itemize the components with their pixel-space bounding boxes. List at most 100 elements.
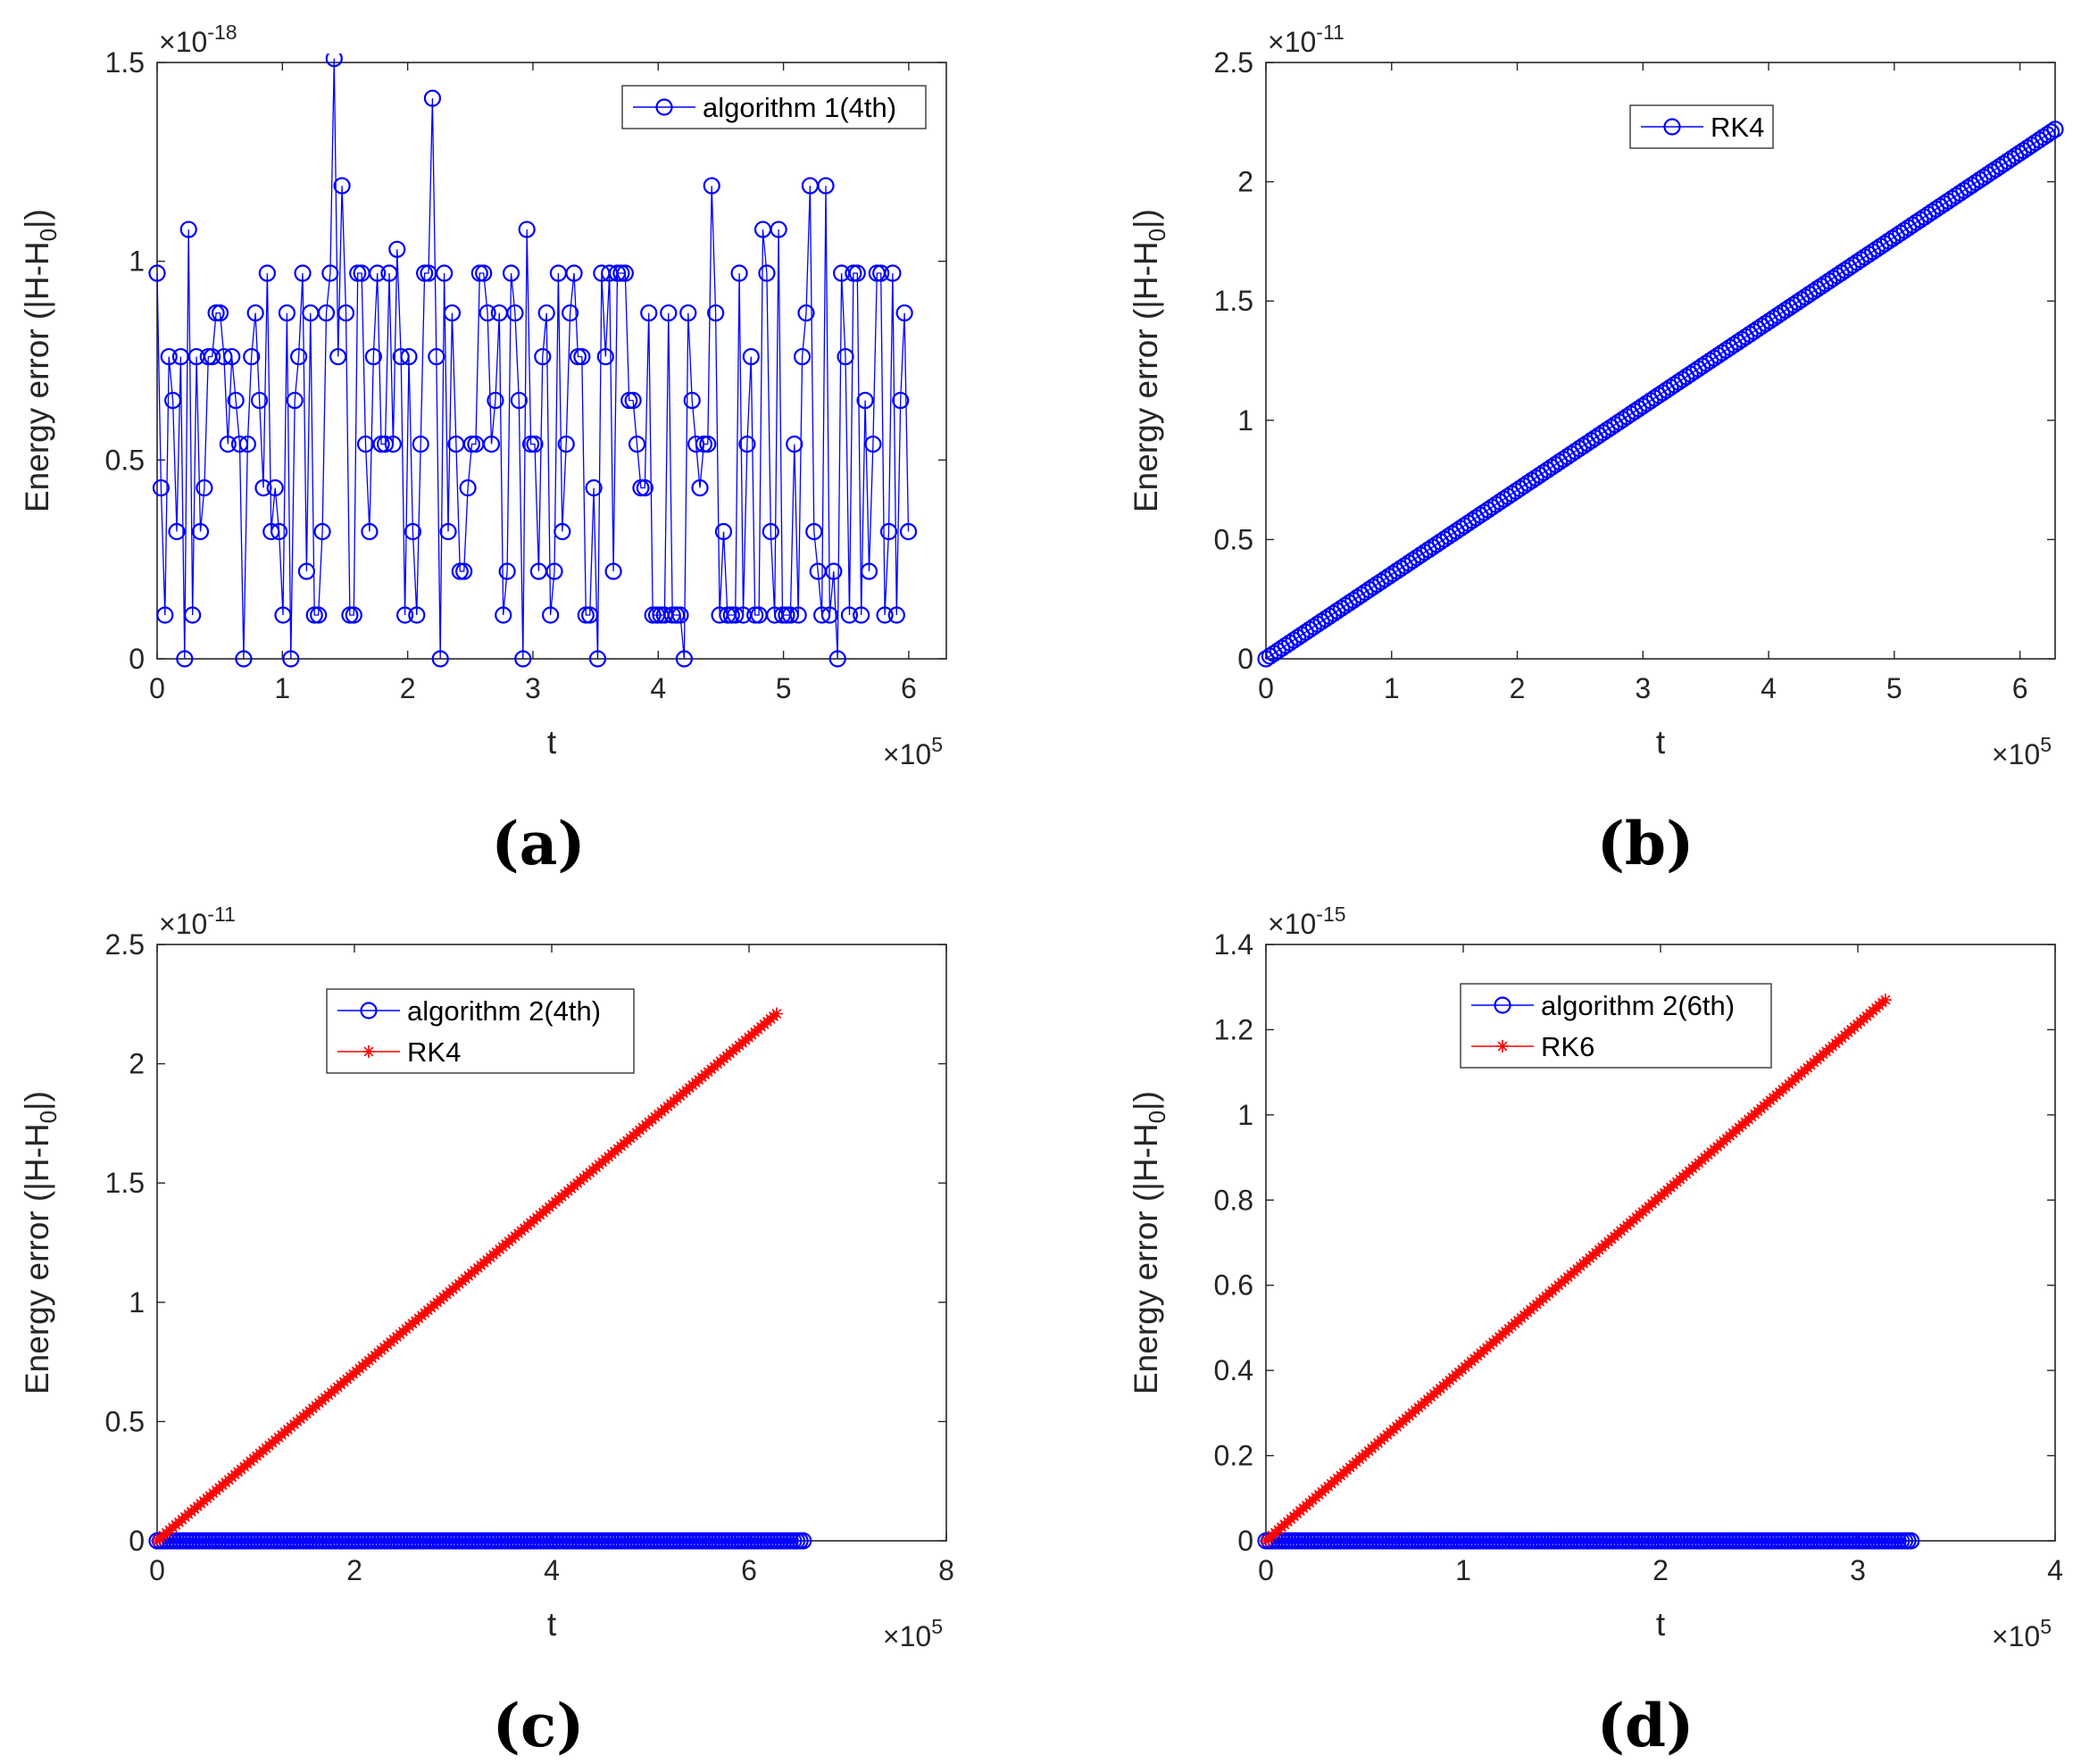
series-0-point (565, 264, 583, 282)
x-multiplier-base: ×10 (883, 1620, 931, 1652)
y-tick-label: 1.5 (105, 46, 145, 79)
series-0-point (321, 264, 339, 282)
series-0-point (2046, 121, 2064, 138)
series-0-point (156, 606, 174, 624)
y-tick-label: 2 (129, 1048, 145, 1080)
series-0-point (384, 435, 402, 453)
y-multiplier-base: ×10 (1268, 26, 1316, 58)
series-0-point (786, 435, 803, 453)
y-tick-label: 0.4 (1214, 1354, 1253, 1386)
legend-label-1: RK4 (407, 1036, 461, 1068)
y-tick-label: 2.5 (105, 928, 145, 961)
series-1-point (1878, 994, 1892, 1007)
series-0-point (518, 220, 536, 238)
y-tick-label: 0 (129, 1525, 145, 1557)
series-0-point (388, 240, 406, 258)
series-0-point (820, 606, 839, 624)
x-tick-label: 4 (1761, 672, 1777, 704)
y-multiplier: ×10-11 (159, 903, 236, 940)
x-tick-label: 6 (901, 672, 917, 704)
y-tick-label: 2.5 (1214, 46, 1253, 79)
y-multiplier-base: ×10 (159, 26, 207, 58)
series-0-point (879, 522, 898, 541)
series-0-point (707, 304, 725, 322)
series-0-point (679, 304, 697, 322)
series-0-point (895, 304, 913, 322)
series-0-point (848, 264, 866, 282)
y-multiplier: ×10-11 (1268, 21, 1345, 58)
y-axis-label-main: Energy error (|H-H (1128, 1123, 1164, 1394)
series-0-point (337, 304, 355, 322)
legend-label-0: RK4 (1711, 112, 1764, 143)
series-0-point (675, 650, 693, 668)
y-tick-label: 2 (1237, 166, 1253, 198)
y-axis-label-main: Energy error (|H-H (19, 1123, 55, 1394)
series-0-point (204, 347, 221, 366)
y-tick-label: 1 (129, 1286, 145, 1319)
series-0-point (534, 347, 552, 366)
series-0-point (278, 304, 296, 322)
series-0-point (369, 264, 387, 282)
series-0-point (793, 347, 812, 366)
x-multiplier-exp: 5 (931, 1615, 943, 1638)
series-0-point (487, 391, 504, 410)
x-tick-label: 4 (650, 672, 666, 704)
y-axis-label-sub: 0 (1144, 229, 1170, 241)
y-axis-label-sub: 0 (35, 229, 62, 241)
y-multiplier-base: ×10 (159, 908, 207, 940)
panel-label: (a) (491, 809, 585, 878)
y-axis-label-sub: 0 (35, 1111, 62, 1123)
series-0-point (223, 347, 241, 366)
legend-marker-0 (655, 98, 673, 116)
series-0-point (164, 391, 182, 410)
series-0-point (856, 391, 874, 410)
series-0-point (160, 347, 178, 366)
series-0-point (514, 650, 532, 668)
series-0-point (506, 304, 524, 322)
data-area (148, 1007, 812, 1550)
series-0-point (828, 650, 846, 668)
y-axis-label-main: Energy error (|H-H (19, 241, 55, 512)
series-0-point (436, 264, 454, 282)
x-tick-label: 1 (1384, 672, 1400, 704)
data-area (1257, 121, 2064, 668)
y-tick-label: 1 (129, 245, 145, 278)
panel-d: 0 1 2 3 400.20.40.60.811.21.4×10-15×105tEner… (1128, 903, 2063, 1760)
series-0-point (274, 606, 292, 624)
series-0-point (545, 562, 563, 580)
x-tick-label: 2 (346, 1554, 362, 1586)
y-tick-label: 1.5 (105, 1167, 145, 1199)
x-multiplier: ×105 (1992, 733, 2052, 770)
series-0-point (770, 220, 787, 238)
series-0-point (738, 435, 756, 453)
y-tick-label: 1 (1237, 404, 1253, 437)
series-0-point (887, 606, 905, 624)
series-0-point (781, 606, 799, 624)
series-0-point (459, 478, 477, 497)
series-0-point (604, 562, 622, 580)
y-axis-label-end: |) (1128, 1091, 1164, 1111)
y-axis-label-end: |) (19, 1091, 55, 1111)
series-0-point (837, 347, 854, 366)
y-tick-label: 0.5 (105, 444, 145, 476)
series-0-point (554, 522, 571, 541)
y-tick-label: 1.2 (1214, 1013, 1253, 1045)
series-0-point (475, 264, 493, 282)
series-0-point (179, 220, 197, 238)
series-0-point (219, 435, 237, 453)
data-area (148, 54, 918, 668)
series-0-point (797, 304, 815, 322)
series-0-point (395, 606, 414, 624)
series-0-point (727, 606, 745, 624)
y-axis-label-end: |) (1128, 209, 1164, 229)
series-0-point (196, 478, 213, 497)
legend-marker-0 (1494, 996, 1511, 1014)
x-multiplier-base: ×10 (1992, 738, 2040, 770)
y-multiplier: ×10-18 (159, 21, 237, 58)
series-0-point (329, 347, 347, 366)
x-tick-label: 3 (1850, 1554, 1866, 1586)
series-0-point (526, 435, 544, 453)
series-0-point (211, 304, 229, 322)
